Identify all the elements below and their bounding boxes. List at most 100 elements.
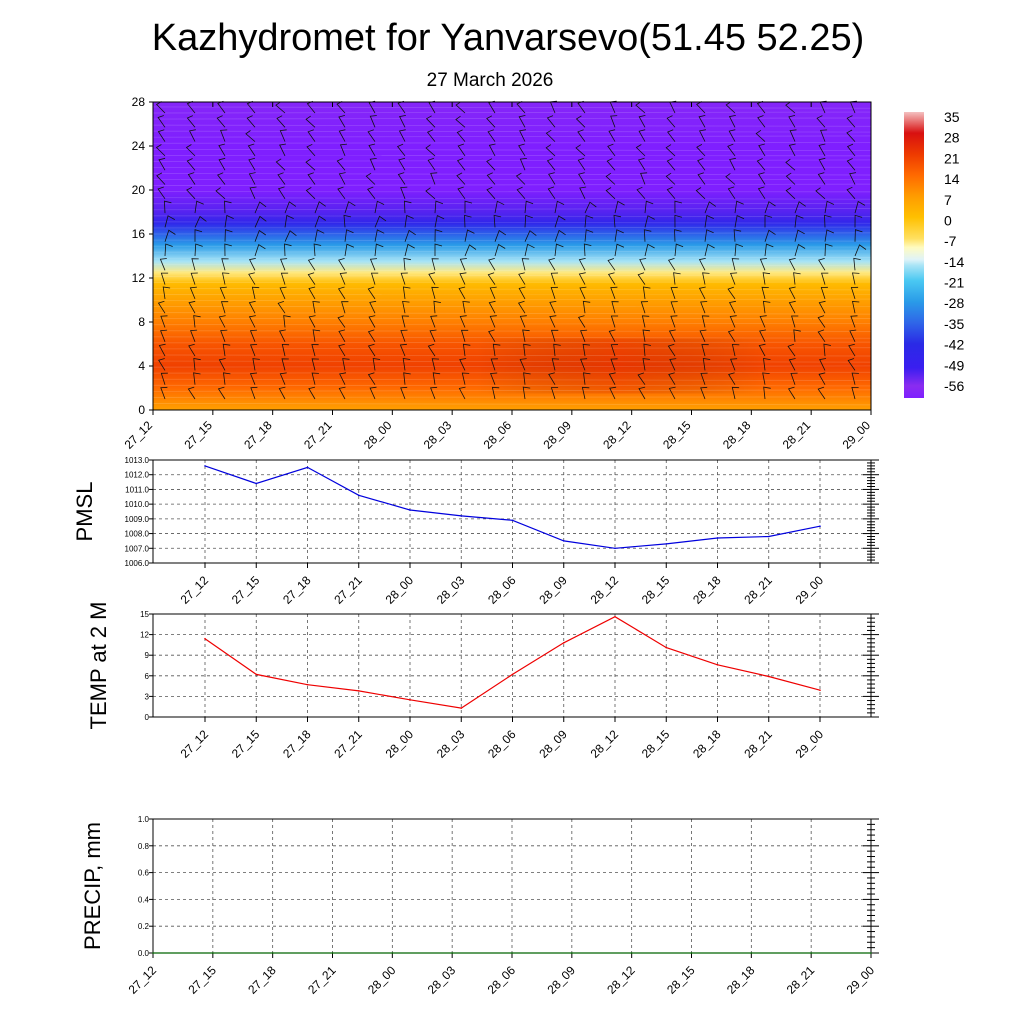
wind-barb <box>696 144 706 157</box>
x-tick-label: 28_09 <box>540 418 574 452</box>
wind-barb <box>641 315 650 328</box>
wind-barb <box>374 215 387 228</box>
wind-barb <box>642 329 650 342</box>
wind-barb <box>820 129 828 142</box>
wind-barb <box>848 343 856 357</box>
wind-barb <box>221 258 229 271</box>
wind-barb <box>249 372 258 385</box>
wind-barb <box>549 301 557 314</box>
y-tick-label: 1012.0 <box>125 471 150 480</box>
contour-line <box>152 360 872 363</box>
wind-barb <box>224 229 233 242</box>
wind-barb <box>637 372 646 385</box>
wind-barb <box>464 244 477 257</box>
wind-barb <box>613 214 622 228</box>
wind-barb <box>674 243 684 257</box>
wind-barb <box>370 272 379 285</box>
wind-barb <box>666 158 676 171</box>
colorbar-label: 35 <box>944 109 960 125</box>
contour-line <box>152 274 872 277</box>
x-tick-label: 28_00 <box>361 418 395 452</box>
wind-barb <box>186 186 196 200</box>
wind-barb <box>281 358 289 371</box>
x-tick-label: 27_18 <box>245 963 279 997</box>
wind-barb <box>248 315 256 328</box>
wind-barb <box>697 158 706 171</box>
contour-line <box>152 173 872 176</box>
wind-barb <box>818 372 826 385</box>
x-tick-label: 27_18 <box>280 727 314 761</box>
wind-barb <box>218 358 226 371</box>
data-point <box>204 465 206 467</box>
wind-barb <box>464 200 473 214</box>
wind-barb <box>763 358 771 371</box>
wind-barb <box>488 329 496 343</box>
wind-barb <box>157 300 166 314</box>
wind-barb <box>519 158 527 171</box>
wind-barb <box>785 172 796 185</box>
x-tick-label: 29_00 <box>840 418 874 452</box>
wind-barb <box>728 129 736 142</box>
contour-line <box>152 347 872 350</box>
x-tick-label: 28_18 <box>720 418 754 452</box>
wind-barb <box>794 243 806 257</box>
wind-barb <box>157 186 166 200</box>
wind-barb <box>524 243 535 257</box>
wind-barb <box>849 329 857 342</box>
wind-barb <box>277 301 286 314</box>
wind-barb <box>725 173 736 185</box>
data-point <box>562 540 565 542</box>
wind-barb <box>486 186 496 200</box>
x-tick-label: 28_00 <box>365 963 399 997</box>
wind-barb <box>398 129 406 142</box>
wind-barb <box>764 201 776 214</box>
chart-subtitle: 27 March 2026 <box>427 70 554 91</box>
wind-barb <box>247 143 256 157</box>
contour-line <box>152 336 872 339</box>
wind-barb <box>733 229 742 242</box>
wind-barb <box>548 258 556 271</box>
wind-barb <box>519 315 527 328</box>
wind-barb <box>403 257 411 271</box>
wind-barb <box>455 101 466 114</box>
colorbar: 35 28 21 14 7 0 -7 -14 -21 -28 -35 -42 -49 -56 <box>904 109 964 398</box>
y-tick-label: 15 <box>140 610 149 619</box>
wind-barb <box>727 286 736 300</box>
wind-barb <box>817 172 826 185</box>
wind-barb <box>218 315 226 328</box>
wind-barb <box>307 258 316 271</box>
wind-barb <box>338 343 346 357</box>
x-tick-label: 28_03 <box>421 418 455 452</box>
wind-barb <box>546 158 556 171</box>
x-tick-label: 27_21 <box>331 573 365 607</box>
x-tick-label: 28_03 <box>434 573 468 607</box>
wind-barb <box>519 358 527 371</box>
data-point <box>571 952 573 954</box>
contour-line <box>152 117 872 120</box>
wind-barb <box>430 315 438 328</box>
data-point <box>767 535 770 538</box>
y-tick-label: 6 <box>145 672 150 681</box>
wind-barb <box>367 329 376 343</box>
wind-barb <box>519 129 527 142</box>
wind-barb <box>402 300 410 314</box>
data-point <box>819 525 821 528</box>
wind-barb <box>849 172 857 185</box>
wind-barb <box>554 200 565 214</box>
data-point <box>306 466 309 469</box>
wind-barb <box>284 214 294 228</box>
wind-barb <box>729 157 736 171</box>
data-point <box>255 673 258 676</box>
data-point <box>357 690 360 692</box>
contour-line <box>152 135 872 138</box>
wind-barb <box>493 214 502 228</box>
wind-barb <box>159 258 167 271</box>
wind-barb <box>404 229 416 242</box>
wind-barb <box>488 258 496 271</box>
wind-barb <box>759 315 767 328</box>
wind-barb <box>284 243 292 257</box>
data-point <box>665 543 668 545</box>
wind-barb <box>670 301 678 314</box>
